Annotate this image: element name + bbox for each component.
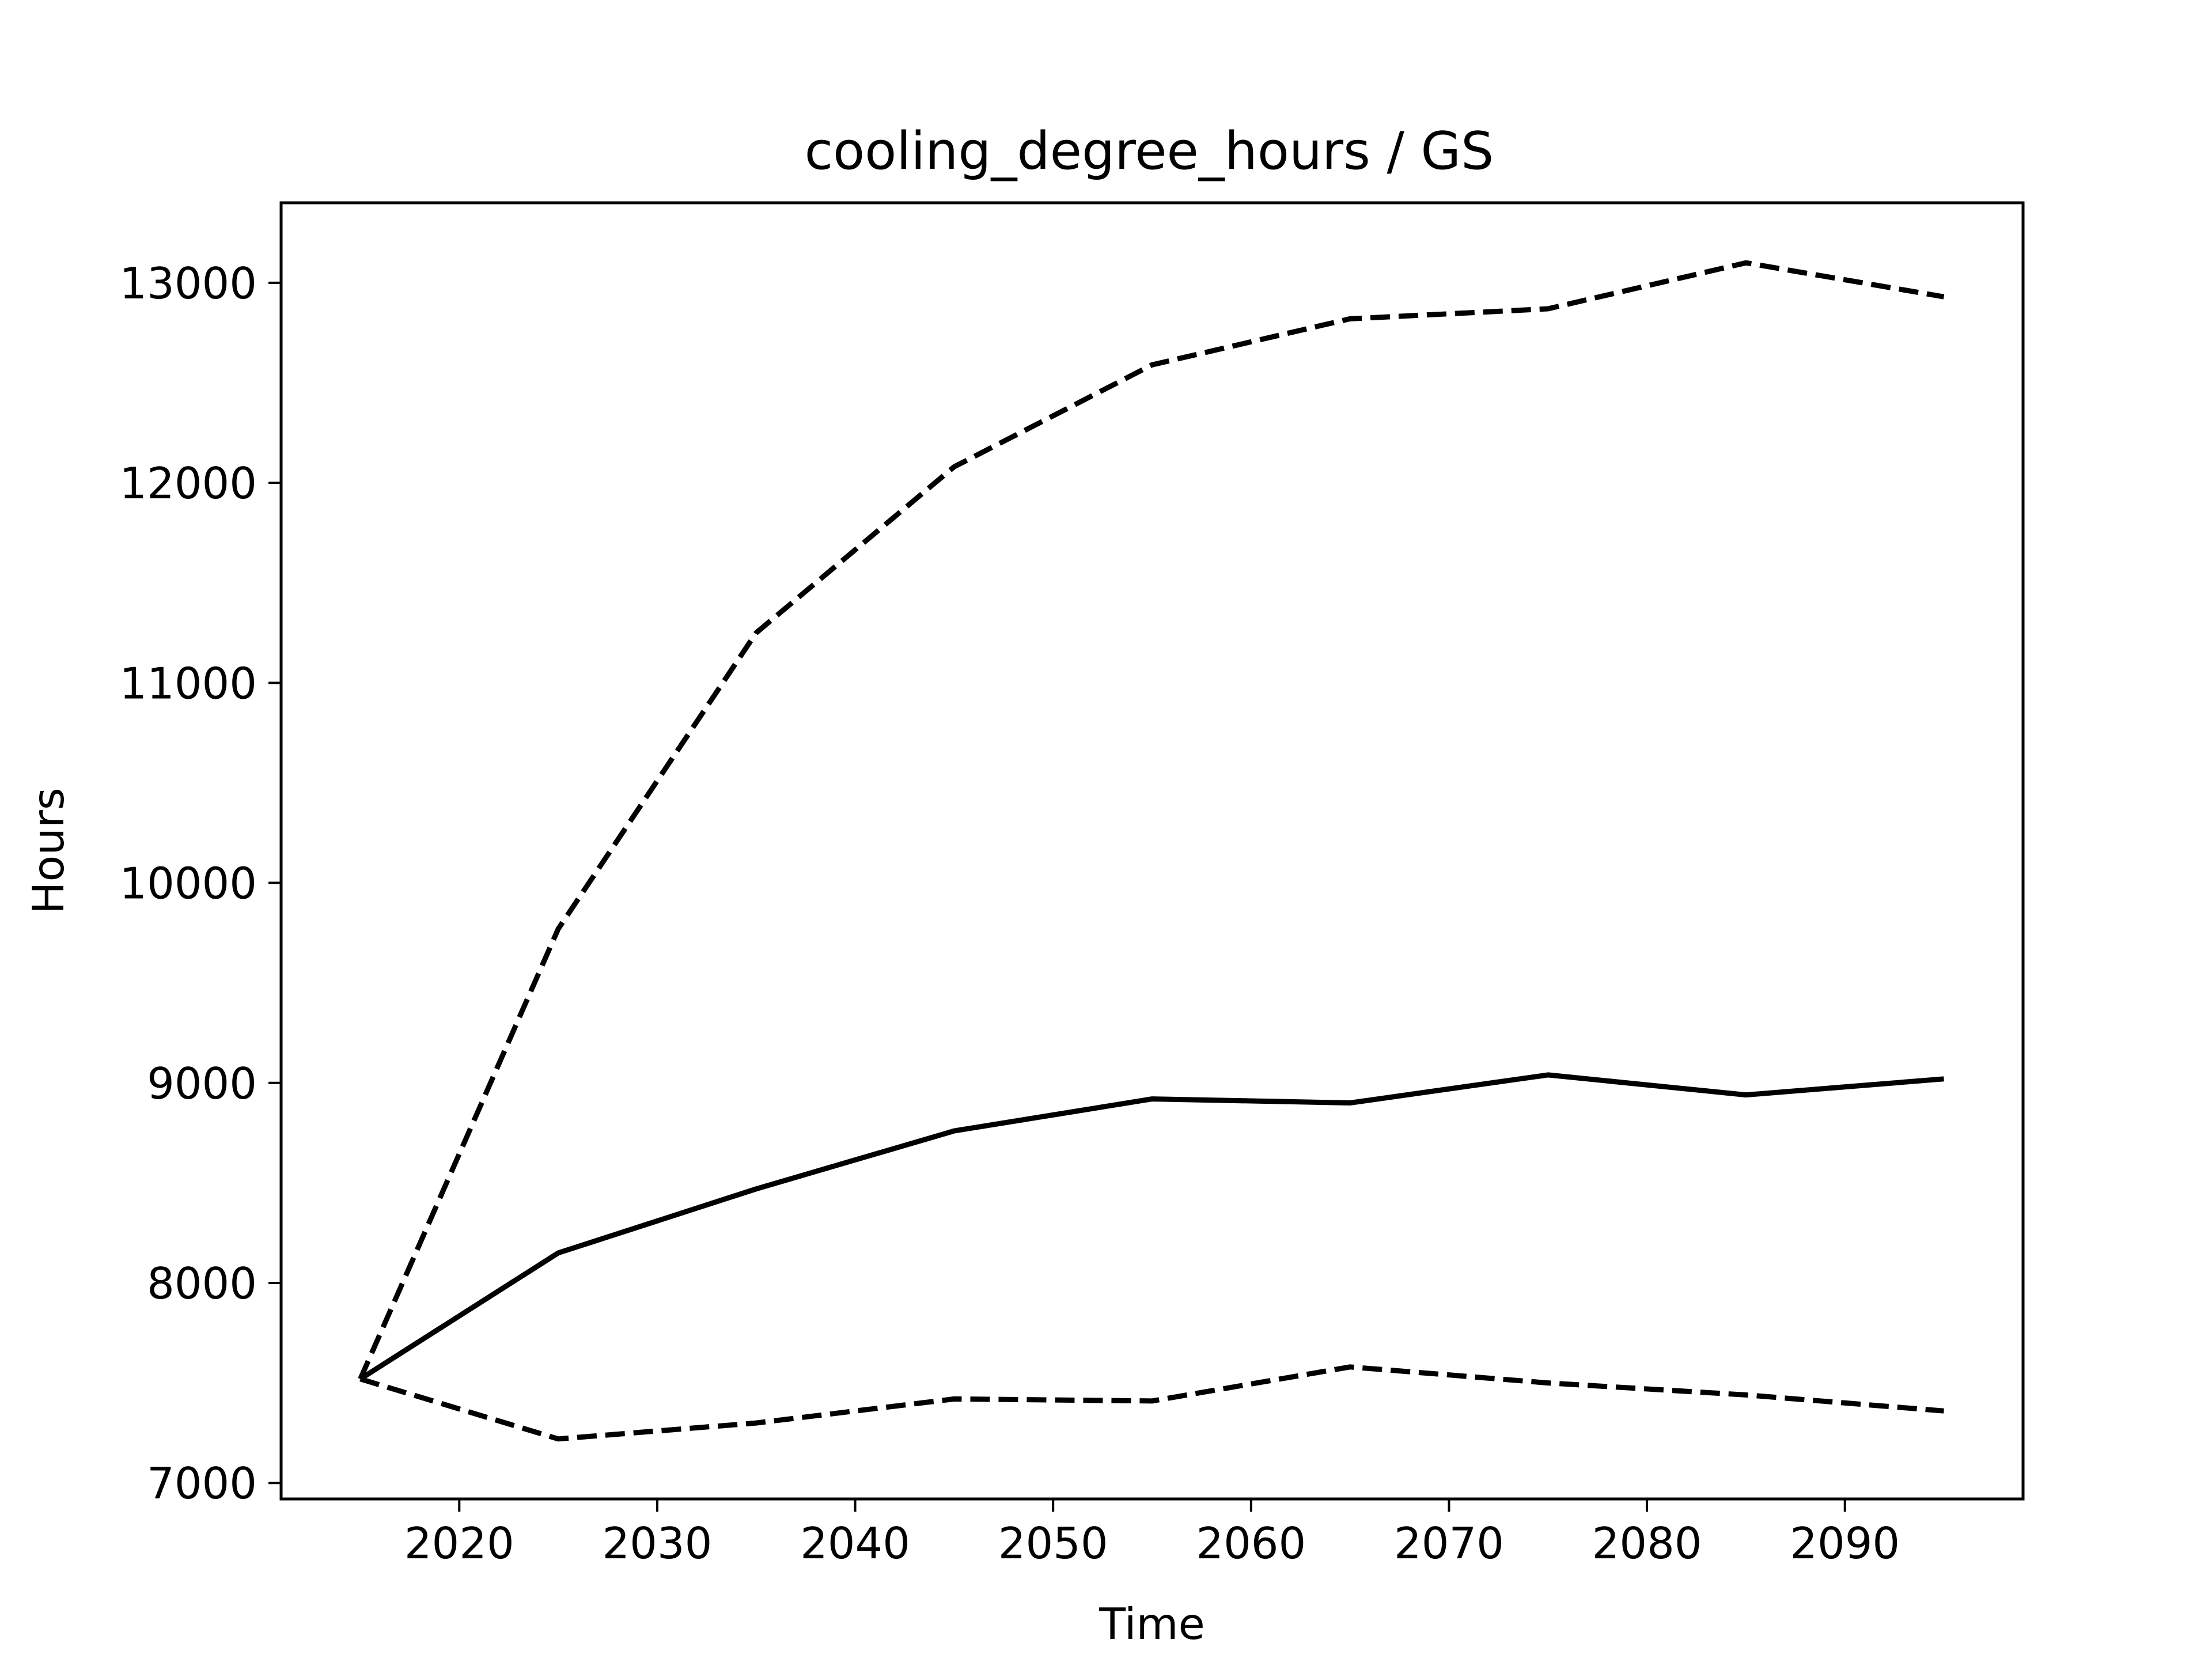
y-tick-label: 7000 [147,1458,257,1509]
y-tick-label: 10000 [119,858,257,909]
x-tick-label: 2060 [1196,1518,1306,1569]
y-tick-label: 12000 [119,458,257,509]
plot-frame [279,201,2025,1501]
x-tick-label: 2040 [800,1518,910,1569]
dashed-series-line-1 [358,260,1945,1380]
y-axis-label: Hours [23,788,74,914]
x-tick-label: 2020 [404,1518,514,1569]
chart-title: cooling_degree_hours / GS [805,121,1494,181]
solid-series-line-0 [359,1072,1944,1381]
x-tick-label: 2090 [1790,1518,1900,1569]
x-tick-label: 2030 [602,1518,712,1569]
y-tick-label: 13000 [119,258,257,309]
dashed-series-line-2 [359,1364,1944,1442]
plot-area [358,260,1945,1442]
x-tick-label: 2080 [1592,1518,1702,1569]
x-axis-ticks: 2020 2030 2040 2050 2060 2070 2080 2090 [404,1499,1900,1569]
y-tick-label: 9000 [147,1058,257,1109]
y-tick-label: 8000 [147,1258,257,1309]
y-tick-label: 11000 [119,658,257,709]
x-axis-label: Time [1099,1599,1205,1649]
y-axis-ticks: 7000 8000 9000 10000 11000 12000 13000 [119,258,281,1509]
x-tick-label: 2050 [998,1518,1108,1569]
x-tick-label: 2070 [1394,1518,1504,1569]
